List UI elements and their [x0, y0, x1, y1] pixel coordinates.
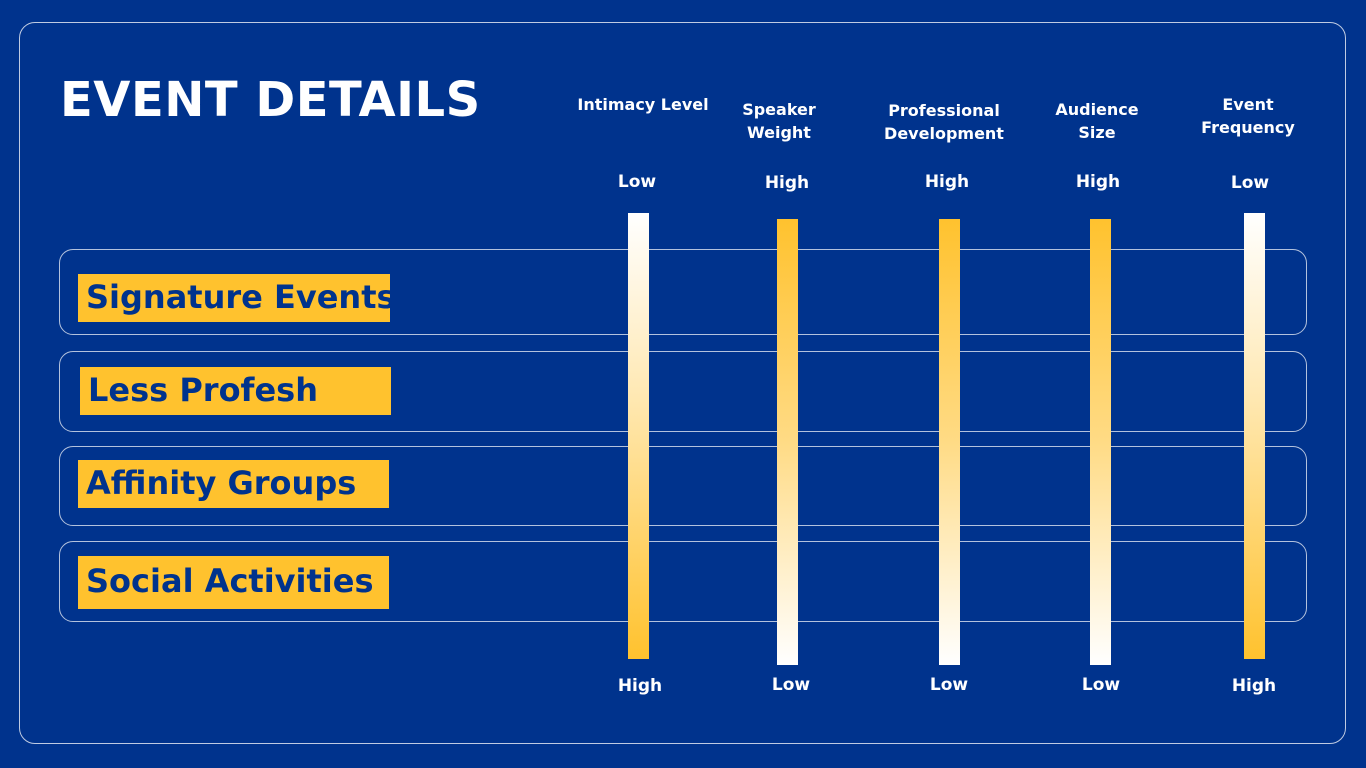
scale-bar-audience-size: [1090, 219, 1111, 665]
scale-top-intimacy-level: Low: [617, 172, 657, 192]
scale-bottom-audience-size: Low: [1081, 675, 1121, 695]
column-header-audience-size: Audience Size: [1055, 100, 1139, 142]
row-label-less-profesh: Less Profesh: [80, 367, 391, 415]
page-title: EVENT DETAILS: [60, 72, 481, 128]
column-header-intimacy-level: Intimacy Level: [577, 95, 709, 114]
slide-frame: [19, 22, 1346, 744]
row-box-affinity-groups: [59, 446, 1307, 526]
scale-bottom-event-frequency: High: [1231, 676, 1277, 696]
scale-top-audience-size: High: [1075, 172, 1121, 192]
scale-bottom-speaker-weight: Low: [771, 675, 811, 695]
column-header-speaker-weight: Speaker Weight: [742, 100, 816, 142]
scale-top-event-frequency: Low: [1230, 173, 1270, 193]
row-label-social-activities: Social Activities: [78, 556, 389, 609]
column-header-professional-development: Professional Development: [884, 101, 1004, 143]
row-label-affinity-groups: Affinity Groups: [78, 460, 389, 508]
scale-top-professional-development: High: [924, 172, 970, 192]
column-header-event-frequency: Event Frequency: [1201, 95, 1295, 137]
row-box-social-activities: [59, 541, 1307, 622]
row-label-signature-events: Signature Events: [78, 274, 390, 322]
scale-bar-speaker-weight: [777, 219, 798, 665]
scale-bar-intimacy-level: [628, 213, 649, 659]
scale-top-speaker-weight: High: [764, 173, 810, 193]
row-box-signature-events: [59, 249, 1307, 335]
scale-bar-professional-development: [939, 219, 960, 665]
scale-bottom-professional-development: Low: [929, 675, 969, 695]
row-box-less-profesh: [59, 351, 1307, 432]
scale-bottom-intimacy-level: High: [617, 676, 663, 696]
scale-bar-event-frequency: [1244, 213, 1265, 659]
